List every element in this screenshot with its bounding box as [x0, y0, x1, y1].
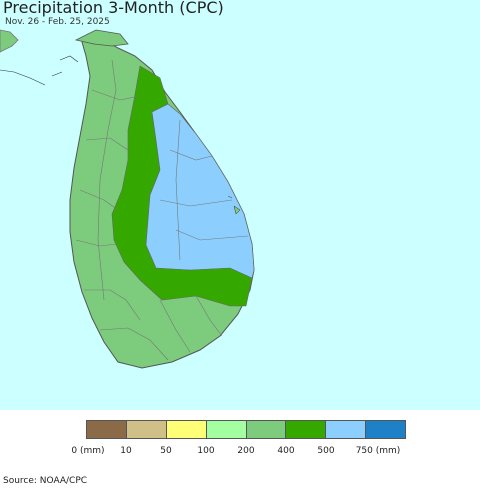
- district-borders: [75, 59, 249, 361]
- legend-label-4: 200: [237, 446, 255, 456]
- jaffna-peninsula: [74, 29, 129, 47]
- legend-label-3: 100: [197, 446, 215, 456]
- legend-label-0: 0 (mm): [71, 446, 105, 456]
- source-credit: Source: NOAA/CPC: [3, 476, 88, 486]
- legend-swatch-6: [326, 421, 367, 438]
- legend-swatch-5: [286, 421, 327, 438]
- legend-label-2: 50: [160, 446, 172, 456]
- map-subtitle: Nov. 26 - Feb. 25, 2025: [5, 17, 110, 27]
- legend-bar: [86, 420, 406, 439]
- legend-swatch-2: [166, 421, 207, 438]
- legend-label-5: 400: [277, 446, 295, 456]
- legend-swatch-3: [206, 421, 247, 438]
- map-title: Precipitation 3-Month (CPC): [3, 0, 224, 17]
- legend-swatch-7: [366, 421, 405, 438]
- india-landmass: [0, 29, 19, 53]
- legend-swatch-4: [246, 421, 287, 438]
- coastline-detail: [0, 55, 79, 86]
- map: [0, 0, 480, 410]
- legend-swatch-1: [126, 421, 167, 438]
- legend-label-1: 10: [120, 446, 132, 456]
- legend-label-7: 750 (mm): [355, 446, 401, 456]
- legend-label-6: 500: [317, 446, 335, 456]
- legend-swatch-0: [87, 421, 127, 438]
- coastal-islets: [227, 195, 241, 215]
